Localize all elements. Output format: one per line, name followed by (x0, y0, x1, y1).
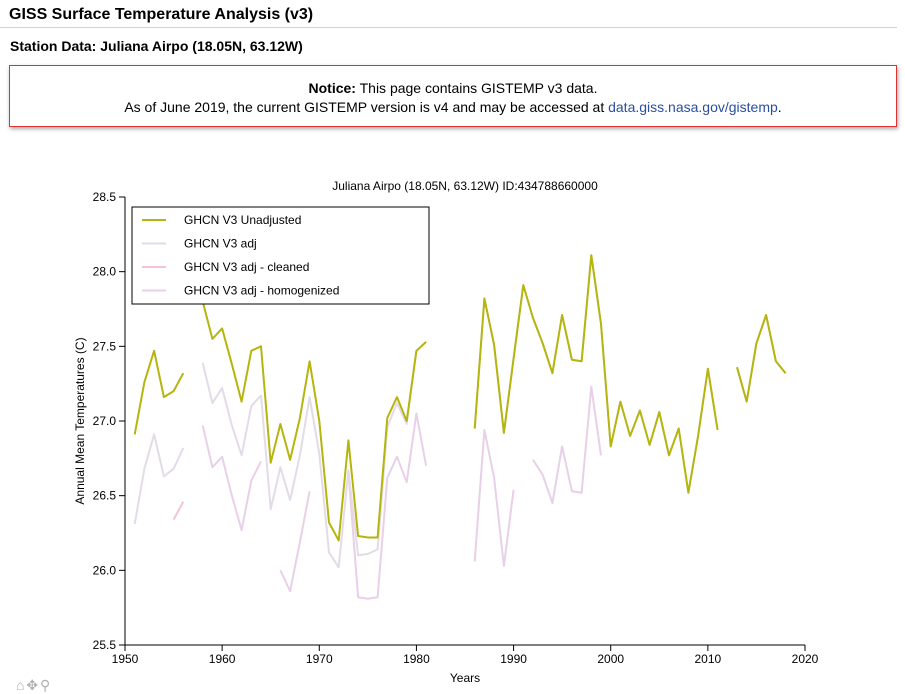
series-line-ghcn-v3-unadjusted (133, 349, 185, 435)
notice-text-2: As of June 2019, the current GISTEMP ver… (124, 99, 605, 115)
legend-entry: GHCN V3 adj - homogenized (184, 284, 339, 298)
series-line-ghcn-v3-adj-cleaned (172, 501, 185, 521)
notice-label: Notice: (308, 80, 356, 96)
x-tick-label: 2020 (792, 652, 819, 666)
series-line-ghcn-v3-adj (133, 433, 185, 525)
x-tick-label: 1980 (403, 652, 430, 666)
legend-box (131, 206, 430, 305)
legend-entry: GHCN V3 adj (184, 237, 257, 251)
series-line-ghcn-v3-adj-homogenized (201, 425, 262, 531)
chart-toolbar: ⌂ ✥ ⚲ (16, 677, 50, 694)
series-line-ghcn-v3-adj-homogenized (532, 385, 602, 505)
chart-title: Juliana Airpo (18.05N, 63.12W) ID:434788… (332, 179, 598, 193)
x-tick-label: 1960 (209, 652, 236, 666)
y-tick-label: 28.5 (93, 190, 117, 204)
gistemp-link[interactable]: data.giss.nasa.gov/gistemp (608, 99, 778, 115)
legend-entry: GHCN V3 Unadjusted (184, 213, 301, 227)
x-axis-label: Years (450, 671, 480, 685)
y-tick-label: 27.5 (93, 339, 117, 353)
series-line-ghcn-v3-adj-homogenized (347, 412, 428, 600)
y-tick-label: 26.0 (93, 563, 117, 577)
station-title: Station Data: Juliana Airpo (18.05N, 63.… (10, 38, 303, 54)
series-line-ghcn-v3-adj-homogenized (473, 429, 515, 567)
zoom-icon[interactable]: ⚲ (39, 677, 50, 693)
notice-box: Notice: This page contains GISTEMP v3 da… (9, 65, 897, 127)
notice-text-1: This page contains GISTEMP v3 data. (359, 80, 598, 96)
x-tick-label: 1950 (112, 652, 139, 666)
y-tick-label: 25.5 (93, 638, 117, 652)
series-line-ghcn-v3-unadjusted (473, 254, 719, 494)
notice-text-3: . (777, 99, 782, 115)
series-line-ghcn-v3-adj (201, 341, 427, 569)
y-tick-label: 26.5 (93, 489, 117, 503)
legend-entry: GHCN V3 adj - cleaned (184, 260, 309, 274)
x-tick-label: 1990 (500, 652, 527, 666)
series-line-ghcn-v3-unadjusted (736, 314, 787, 403)
page-title: GISS Surface Temperature Analysis (v3) (9, 6, 314, 23)
series-line-ghcn-v3-adj-homogenized (279, 491, 311, 593)
home-icon[interactable]: ⌂ (16, 677, 25, 693)
x-tick-label: 1970 (306, 652, 333, 666)
title-divider (0, 27, 897, 28)
series-line-ghcn-v3-unadjusted (201, 301, 427, 542)
y-axis-label: Annual Mean Temperatures (C) (73, 337, 87, 504)
y-tick-label: 28.0 (93, 265, 117, 279)
temperature-chart: Juliana Airpo (18.05N, 63.12W) ID:434788… (73, 179, 819, 685)
y-tick-label: 27.0 (93, 414, 117, 428)
pan-icon[interactable]: ✥ (26, 677, 38, 693)
x-tick-label: 2010 (695, 652, 722, 666)
x-tick-label: 2000 (597, 652, 624, 666)
